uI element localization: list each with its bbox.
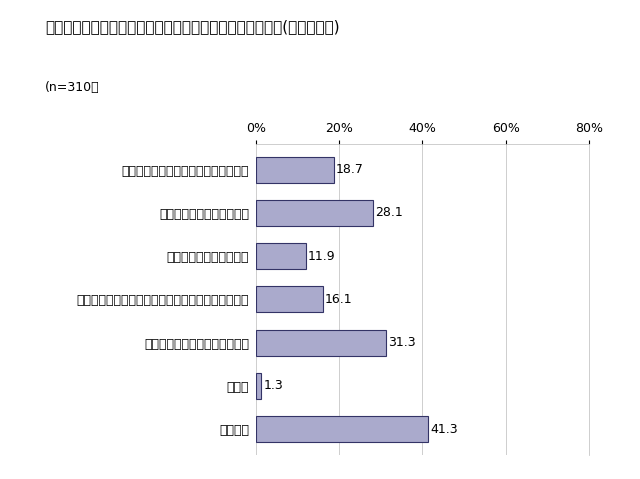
Bar <box>256 200 373 226</box>
Text: 1.3: 1.3 <box>264 379 284 392</box>
Text: 写真写りを良くする為に努力していることはありますか。(いくつでも): 写真写りを良くする為に努力していることはありますか。(いくつでも) <box>45 19 339 34</box>
Text: 16.1: 16.1 <box>325 293 353 306</box>
Bar <box>256 157 334 182</box>
Bar <box>256 373 261 399</box>
Bar <box>256 416 428 442</box>
Text: 18.7: 18.7 <box>336 163 364 176</box>
Bar <box>256 243 305 269</box>
Text: 11.9: 11.9 <box>308 250 335 262</box>
Bar <box>256 330 386 355</box>
Text: (n=310）: (n=310） <box>45 81 99 94</box>
Text: 28.1: 28.1 <box>375 206 403 219</box>
Text: 41.3: 41.3 <box>430 422 458 435</box>
Bar <box>256 286 323 312</box>
Text: 31.3: 31.3 <box>388 336 416 349</box>
